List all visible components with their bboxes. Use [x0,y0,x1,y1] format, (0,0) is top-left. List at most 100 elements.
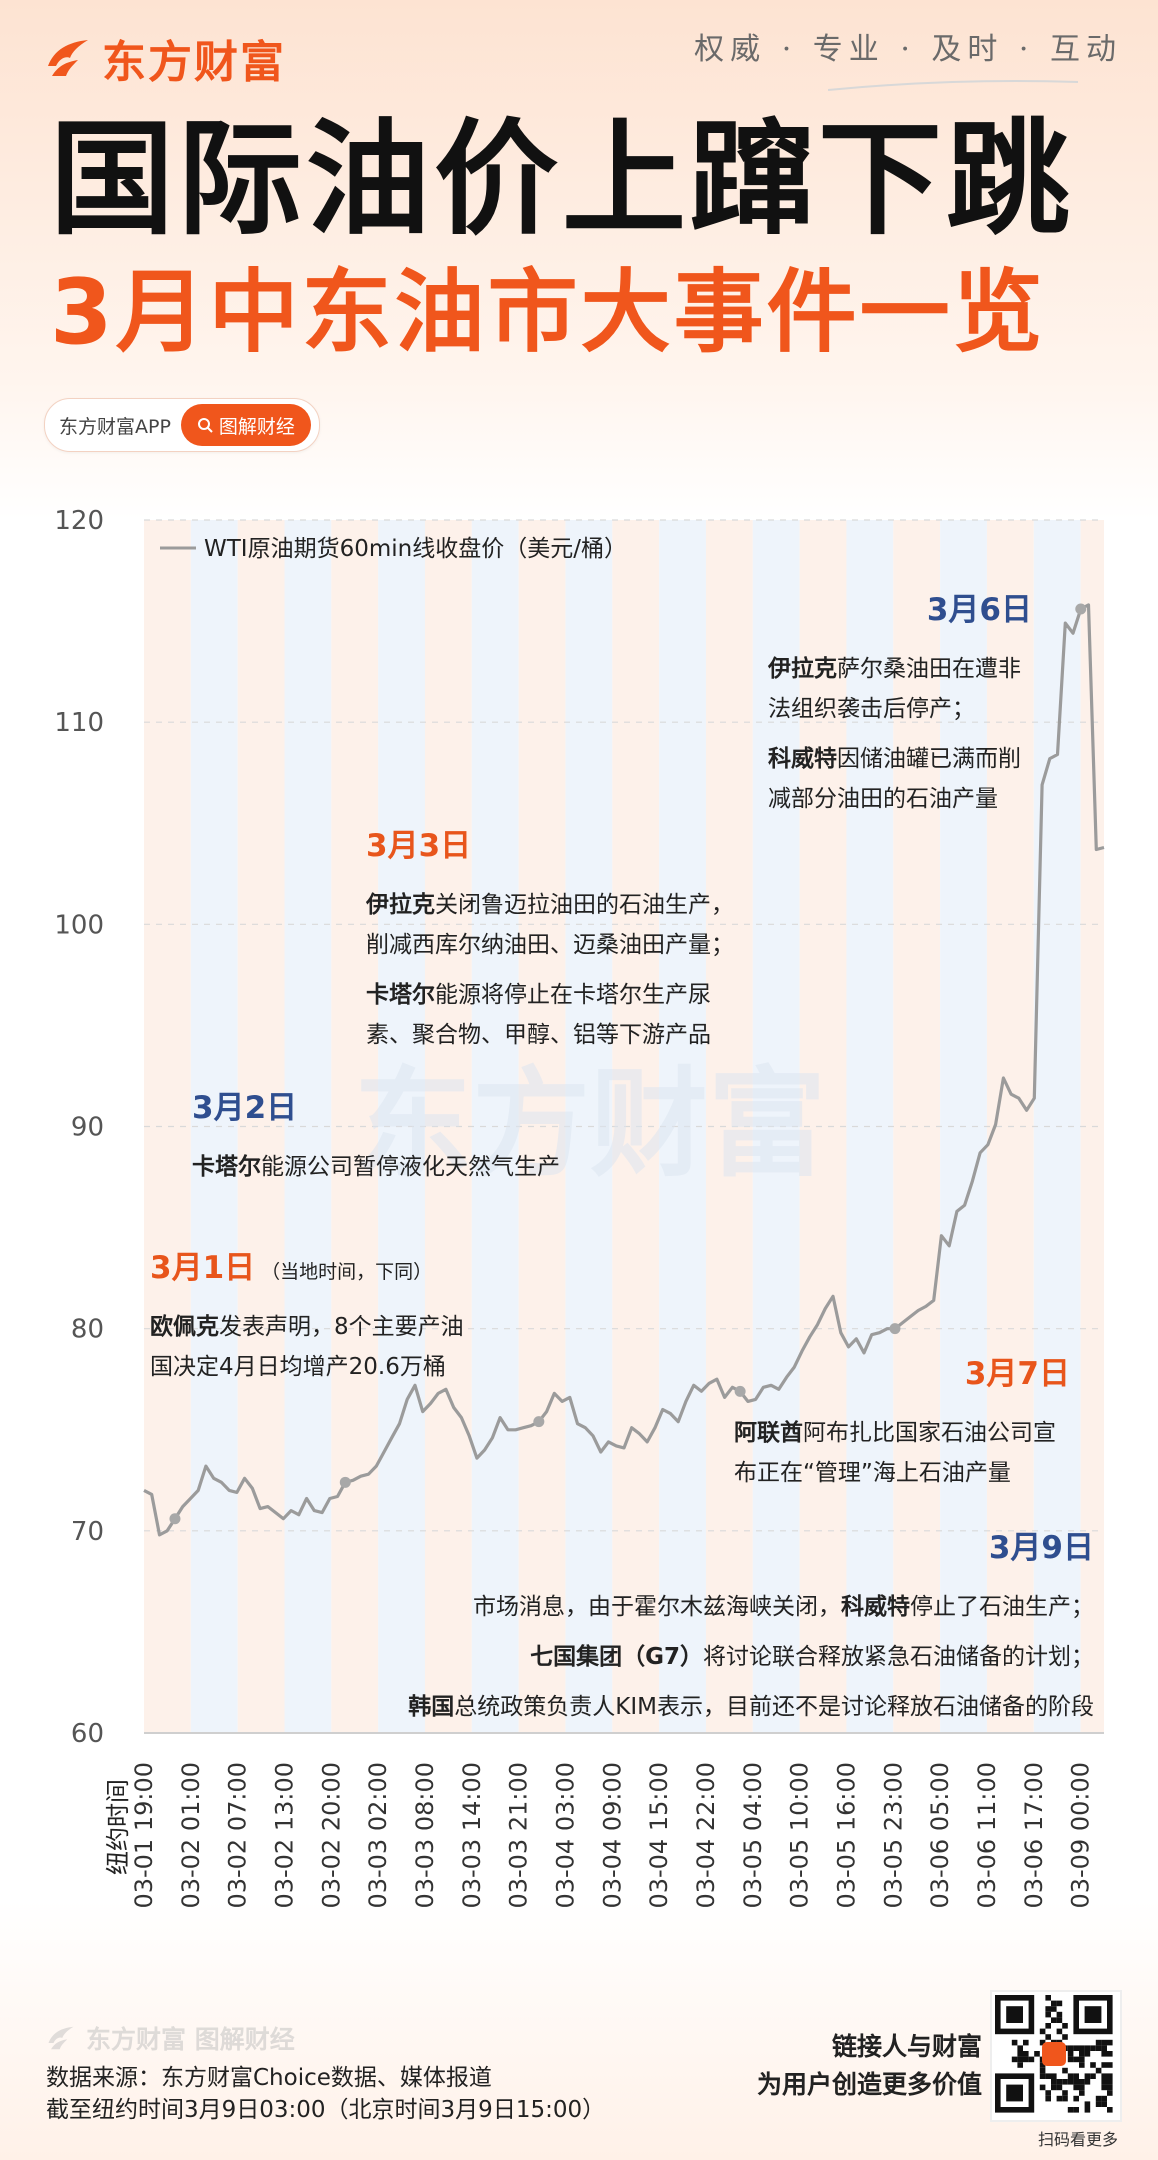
qr-module [1073,2073,1079,2079]
qr-module [1062,2023,1068,2029]
event-date: 3月1日 （当地时间，下同） [150,1250,432,1286]
qr-module [1051,2084,1057,2091]
qr-module [1090,2062,1096,2068]
qr-module [1045,2090,1051,2096]
qr-module [1084,2079,1091,2085]
x-tick-label: 03-03 02:00 [364,1762,392,1909]
header-slogan: 权威 · 专业 · 及时 · 互动 [694,32,1122,67]
event-keyword: 韩国 [408,1693,454,1720]
oil-price-chart: 东方财富 60 70 80 90 100 110 120 03-01 19:00 03-02 … [54,506,1105,1909]
qr-module [1011,2039,1018,2046]
event-date: 3月9日 [989,1530,1094,1566]
event-line: 卡塔尔能源将停止在卡塔尔生产尿 [366,981,711,1008]
qr-module [1017,2051,1023,2057]
app-badge[interactable]: 东方财富APP 图解财经 [44,398,320,452]
qr-module [1095,2067,1102,2074]
y-tick-label: 100 [54,910,104,940]
qr-module [1067,2051,1074,2057]
qr-module [1067,2073,1074,2079]
data-point [734,1385,746,1397]
x-tick-label: 03-06 17:00 [1020,1762,1048,1909]
event-text: 阿布扎比国家石油公司宣 [803,1420,1056,1446]
qr-center-logo [1042,2042,1066,2066]
y-tick-label: 120 [54,506,104,536]
qr-module [1034,2051,1040,2057]
footer-slogan: 链接人与财富 为用户创造更多价值 [757,2028,982,2104]
qr-module [1028,2056,1035,2063]
qr-module [1039,2062,1046,2068]
qr-module [1107,2073,1113,2079]
tujie-label: 图解财经 [218,415,295,438]
event-text: 素、聚合物、甲醇、铝等下游产品 [366,1022,711,1048]
qr-module [1073,2045,1079,2051]
page-subtitle: 3月中东油市大事件一览 [50,260,1046,365]
event-line: 伊拉克关闭鲁迈拉油田的石油生产， [365,891,734,918]
qr-module [1095,2095,1102,2102]
qr-module [1045,2095,1051,2102]
event-text: 停止了石油生产； [910,1594,1094,1620]
qr-module [1107,2084,1113,2091]
x-axis-label: 纽约时间 [104,1779,132,1875]
source-line: 数据来源：东方财富Choice数据、媒体报道 [46,2065,492,2091]
event-text: 总统政策负责人KIM表示，目前还不是讨论释放石油储备的阶段 [454,1694,1094,1720]
qr-finder-core [1006,2084,1023,2102]
qr-module [1067,2107,1074,2113]
watermark: 东方财富 [354,1055,826,1193]
qr-module [1023,2056,1029,2063]
event-text: 市场消息，由于霍尔木兹海峡关闭， [473,1594,841,1620]
qr-module [1084,2101,1091,2107]
data-point [1075,603,1087,615]
qr-module [1084,2073,1091,2079]
event-text: 减部分油田的石油产量 [768,786,998,812]
qr-module [1079,2051,1085,2057]
event-line: 素、聚合物、甲醇、铝等下游产品 [366,1022,711,1048]
qr-module [1045,2011,1051,2018]
qr-module [1023,2051,1029,2057]
footer-slogan-line1: 链接人与财富 [831,2032,982,2061]
search-icon [197,418,213,433]
qr-module [1079,2084,1085,2091]
qr-module [1039,2039,1046,2046]
page-title: 国际油价上蹿下跳 [50,108,1075,252]
qr-module [1056,2028,1063,2035]
event-text: 法组织袭击后停产； [768,696,975,722]
event-text: 削减西库尔纳油田、迈桑油田产量； [366,932,734,958]
event-line: 七国集团（G7）将讨论联合释放紧急石油储备的计划； [530,1643,1094,1670]
x-tick-label: 03-06 05:00 [926,1762,954,1909]
qr-module [1073,2084,1079,2091]
event-annotation: 3月1日 （当地时间，下同） 欧佩克发表声明，8个主要产油国决定4月日均增产20.6… [150,1250,464,1380]
footer-logo: 东方财富 图解财经 [46,2020,295,2056]
qr-module [1084,2051,1091,2057]
event-note: （当地时间，下同） [261,1261,432,1283]
qr-module [1079,2079,1085,2085]
event-line: 伊拉克萨尔桑油田在遭非 [767,655,1021,682]
y-tick-label: 60 [71,1719,104,1749]
qr-module [1062,2067,1068,2074]
qr-module [1017,2045,1023,2051]
qr-module [1056,2000,1063,2007]
qr-module [1045,2023,1051,2029]
qr-module [1039,2067,1046,2074]
event-line: 阿联酋阿布扎比国家石油公司宣 [734,1419,1056,1446]
qr-code[interactable] [990,1990,1122,2122]
qr-module [1101,2095,1107,2102]
flame-logo-icon [48,40,88,76]
qr-module [1051,2017,1057,2023]
qr-module [1101,2051,1107,2057]
tujie-button[interactable]: 图解财经 [180,404,311,446]
cutoff-line: 截至纽约时间3月9日03:00（北京时间3月9日15:00） [46,2097,606,2123]
y-tick-label: 110 [54,708,104,738]
event-line: 韩国总统政策负责人KIM表示，目前还不是讨论释放石油储备的阶段 [408,1693,1094,1720]
qr-module [1039,2028,1046,2035]
flame-logo-icon [48,2026,74,2050]
qr-module [1039,2084,1046,2091]
y-tick-label: 80 [71,1315,104,1345]
qr-module [1062,2090,1068,2096]
event-line: 布正在“管理”海上石油产量 [734,1460,1011,1486]
footer-logo-text: 东方财富 图解财经 [86,2025,295,2054]
qr-module [1073,2079,1079,2085]
data-point [339,1476,351,1488]
